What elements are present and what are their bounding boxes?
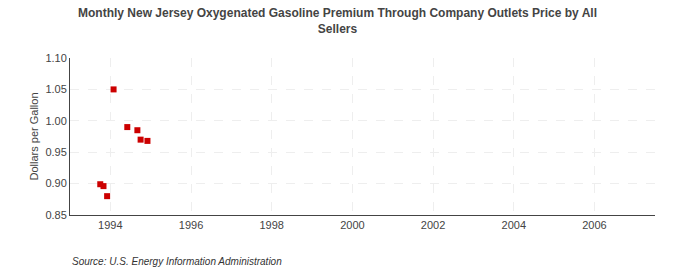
svg-text:0.85: 0.85 (45, 209, 66, 221)
svg-text:1994: 1994 (98, 219, 122, 231)
svg-text:0.95: 0.95 (45, 146, 66, 158)
svg-text:Dollars per Gallon: Dollars per Gallon (28, 92, 40, 180)
svg-text:1.10: 1.10 (45, 52, 66, 64)
svg-text:1998: 1998 (259, 219, 283, 231)
svg-text:1.05: 1.05 (45, 83, 66, 95)
svg-text:1.00: 1.00 (45, 115, 66, 127)
svg-text:2006: 2006 (582, 219, 606, 231)
svg-text:2002: 2002 (421, 219, 445, 231)
svg-text:2000: 2000 (340, 219, 364, 231)
svg-text:0.90: 0.90 (45, 177, 66, 189)
svg-text:Monthly New Jersey Oxygenated: Monthly New Jersey Oxygenated Gasoline P… (78, 6, 597, 36)
svg-text:2004: 2004 (502, 219, 526, 231)
svg-text:Source: U.S. Energy Informatio: Source: U.S. Energy Information Administ… (72, 256, 282, 267)
svg-text:1996: 1996 (179, 219, 203, 231)
